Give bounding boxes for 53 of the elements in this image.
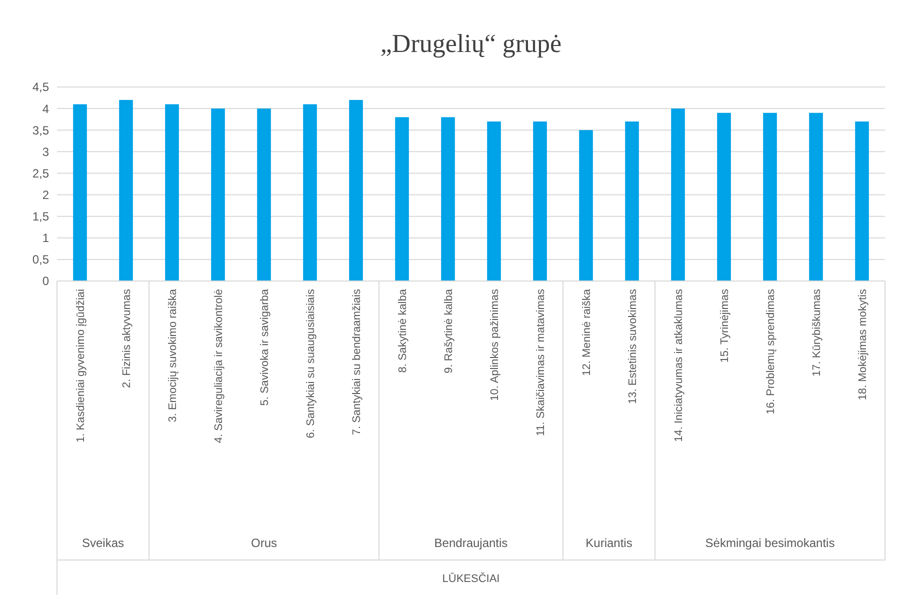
y-tick-label: 2 xyxy=(42,188,50,202)
text: Orus xyxy=(250,536,278,550)
x-tick-label: 13. Estetinis suvokimas xyxy=(627,288,639,404)
bar xyxy=(671,108,685,281)
bar xyxy=(73,104,87,281)
y-tick-label: 0 xyxy=(42,274,50,288)
y-tick-label: 1 xyxy=(42,231,50,246)
bar xyxy=(211,108,225,281)
x-tick-label: 16. Problemų sprendimas xyxy=(765,288,777,414)
bar xyxy=(395,117,409,281)
y-tick-label: 3 xyxy=(42,144,50,159)
bar xyxy=(763,112,777,281)
x-tick-label: 2. Fizinis aktyvumas xyxy=(121,288,133,388)
x-tick-label: 18. Mokėjimas mokytis xyxy=(857,288,869,400)
y-tick-label: 2,5 xyxy=(32,166,50,180)
text: LŪKESČIAI xyxy=(442,572,500,585)
bar xyxy=(165,104,179,281)
x-tick-label: 7. Santykiai su bendraamžiais xyxy=(351,288,363,436)
x-tick-label: 9. Rašytinė kalba xyxy=(443,288,455,374)
x-tick-label: 10. Aplinkos pažinimas xyxy=(489,288,501,401)
x-tick-label: 14. Iniciatyvumas ir atkaklumas xyxy=(673,288,685,442)
x-tick-label: 8. Sakytinė kalba xyxy=(397,288,409,373)
x-tick-label: 3. Emocijų suvokimo raiška xyxy=(167,288,179,422)
x-tick-label: 5. Savivoka ir savigarba xyxy=(259,288,271,406)
text: Bendraujantis xyxy=(434,536,508,550)
x-tick-label: 1. Kasdieniai gyvenimo įgūdžiai xyxy=(75,289,87,442)
chart-title: „Drugelių“ grupė xyxy=(380,29,562,58)
x-tick-label: 4. Savireguliacija ir savikontrolė xyxy=(213,289,225,444)
y-tick-label: 0,5 xyxy=(32,252,50,267)
text: Sveikas xyxy=(82,536,124,550)
y-tick-label: 4 xyxy=(42,102,50,116)
bar xyxy=(717,112,731,281)
bar xyxy=(257,108,271,281)
bar xyxy=(349,100,363,281)
bar xyxy=(487,121,501,281)
text: Sėkmingai besimokantis xyxy=(705,536,835,550)
x-tick-label: 12. Meninė raiška xyxy=(581,288,593,376)
x-tick-label: 11. Skaičiavimas ir matavimas xyxy=(535,288,547,436)
bar xyxy=(303,104,317,281)
bar xyxy=(119,100,133,281)
y-tick-label: 4,5 xyxy=(32,80,50,94)
text: Kuriantis xyxy=(586,536,632,550)
y-tick-label: 1,5 xyxy=(32,210,50,224)
bar xyxy=(579,130,593,281)
bar xyxy=(533,121,547,281)
y-tick-label: 3,5 xyxy=(32,123,50,138)
bar xyxy=(809,112,823,281)
x-tick-label: 17. Kūrybiškumas xyxy=(811,288,823,376)
x-tick-label: 6. Santykiai su suaugusiaisiais xyxy=(305,288,317,438)
x-tick-label: 15. Tyrinėjimas xyxy=(719,288,731,363)
bar xyxy=(441,117,455,281)
bar xyxy=(855,121,869,281)
bar xyxy=(625,121,639,281)
